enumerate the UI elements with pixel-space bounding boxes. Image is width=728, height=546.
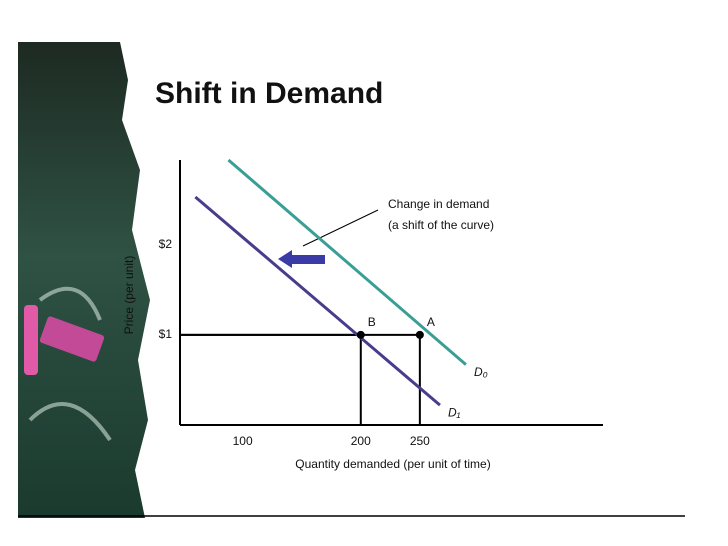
- y-axis-label: Price (per unit): [122, 256, 136, 335]
- legend-label: D₀: [474, 365, 488, 379]
- y-tick-label: $2: [159, 237, 173, 251]
- shift-arrow: [278, 250, 325, 268]
- point-label: B: [368, 315, 376, 329]
- annotation-leader: [302, 209, 379, 247]
- chalkboard-strip: [18, 42, 150, 518]
- demand-curve: [227, 158, 467, 366]
- legend-label: D₁: [448, 405, 461, 419]
- annotation: (a shift of the curve): [388, 218, 494, 232]
- pink-chalk: [39, 316, 105, 362]
- y-tick-label: $1: [159, 327, 173, 341]
- x-tick-label: 250: [410, 434, 430, 448]
- slide-title: Shift in Demand: [155, 77, 383, 110]
- point-label: A: [427, 315, 435, 329]
- chalk-scribble: [28, 286, 112, 442]
- demand-curve: [194, 195, 441, 407]
- x-tick-label: 100: [233, 434, 253, 448]
- x-tick-label: 200: [351, 434, 371, 448]
- point: [356, 330, 365, 339]
- x-axis-label: Quantity demanded (per unit of time): [295, 457, 490, 471]
- point: [415, 330, 424, 339]
- annotation: Change in demand: [388, 197, 489, 211]
- pink-chalk: [24, 305, 38, 375]
